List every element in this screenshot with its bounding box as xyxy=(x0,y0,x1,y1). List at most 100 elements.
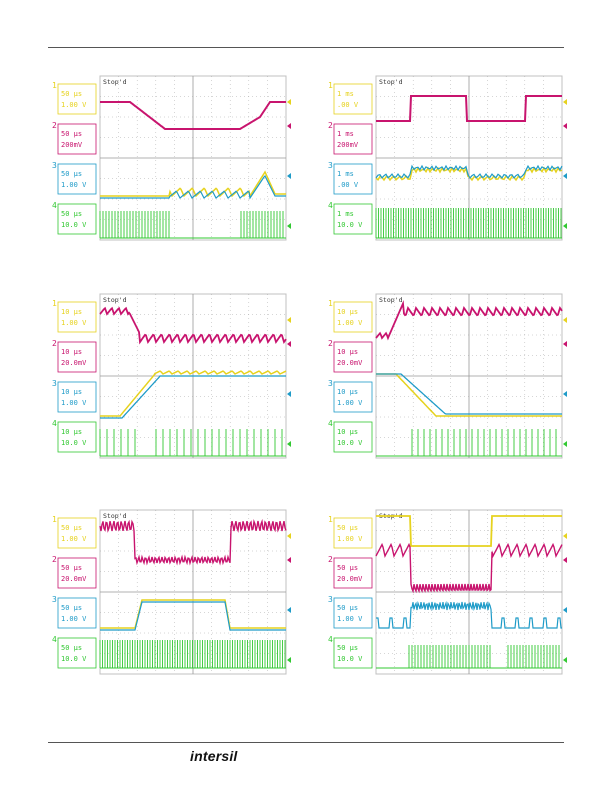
channel-marker xyxy=(287,607,291,613)
volts-per-div: 20.0mV xyxy=(337,575,363,583)
channel-number: 3 xyxy=(328,595,333,604)
volts-per-div: 1.00 V xyxy=(61,319,87,327)
channel-number: 2 xyxy=(328,339,333,348)
trace-ch1 xyxy=(100,170,286,198)
volts-per-div: 200mV xyxy=(61,141,83,149)
time-per-div: 50 µs xyxy=(61,644,82,652)
trace-ch1 xyxy=(100,370,287,417)
channel-marker xyxy=(563,173,567,179)
trace-ch2 xyxy=(376,95,562,122)
channel-4-label: 4 50 µs 10.0 V xyxy=(328,635,373,669)
channel-number: 2 xyxy=(328,121,333,130)
channel-marker xyxy=(563,99,567,105)
channel-number: 3 xyxy=(328,379,333,388)
volts-per-div: 1.00 V xyxy=(337,319,363,327)
trace-ch4 xyxy=(99,429,286,457)
scope-capture-1: 1 50 µs 1.00 V 2 50 µs 200mV 3 50 µs 1.00 V 4 50 µ… xyxy=(52,75,291,241)
channel-marker xyxy=(563,533,567,539)
channel-marker xyxy=(287,341,291,347)
channel-4-label: 4 1 ms 10.0 V xyxy=(328,201,373,235)
time-per-div: 50 µs xyxy=(61,604,82,612)
channel-4-label: 4 50 µs 10.0 V xyxy=(52,201,97,235)
waveforms xyxy=(99,306,287,457)
trace-ch1 xyxy=(376,515,562,547)
channel-4-label: 4 50 µs 10.0 V xyxy=(52,635,97,669)
trace-ch3 xyxy=(376,600,562,629)
trace-ch1 xyxy=(100,599,286,629)
channel-number: 3 xyxy=(52,161,57,170)
channel-marker xyxy=(563,441,567,447)
channel-1-label: 1 50 µs 1.00 V xyxy=(52,81,97,115)
channel-marker xyxy=(563,557,567,563)
channel-number: 1 xyxy=(328,515,333,524)
trace-ch3 xyxy=(100,375,286,419)
channel-number: 3 xyxy=(52,379,57,388)
channel-3-label: 3 50 µs 1.00 V xyxy=(328,595,373,629)
time-per-div: 50 µs xyxy=(337,564,358,572)
volts-per-div: 1.00 V xyxy=(337,615,363,623)
trace-ch2 xyxy=(375,542,563,594)
channel-number: 2 xyxy=(52,121,57,130)
channel-3-label: 3 50 µs 1.00 V xyxy=(52,161,97,195)
channel-marker xyxy=(563,391,567,397)
acquisition-status: Stop'd xyxy=(103,512,127,520)
channel-marker xyxy=(287,317,291,323)
time-per-div: 1 ms xyxy=(337,90,354,98)
volts-per-div: 10.0 V xyxy=(337,655,363,663)
volts-per-div: 1.00 V xyxy=(61,615,87,623)
channel-marker xyxy=(563,317,567,323)
acquisition-status: Stop'd xyxy=(103,296,127,304)
waveforms xyxy=(375,299,563,457)
channel-2-label: 2 1 ms 200mV xyxy=(328,121,373,155)
channel-3-label: 3 10 µs 1.00 V xyxy=(328,379,373,413)
channel-1-label: 1 10 µs 1.00 V xyxy=(52,299,97,333)
volts-per-div: 1.00 V xyxy=(337,535,363,543)
channel-marker xyxy=(287,657,291,663)
time-per-div: 10 µs xyxy=(61,388,82,396)
channel-marker xyxy=(287,391,291,397)
channel-1-label: 1 50 µs 1.00 V xyxy=(328,515,373,549)
channel-number: 1 xyxy=(52,81,57,90)
channel-marker xyxy=(563,607,567,613)
channel-2-label: 2 50 µs 20.0mV xyxy=(328,555,373,589)
channel-3-label: 3 50 µs 1.00 V xyxy=(52,595,97,629)
trace-ch4 xyxy=(375,208,562,239)
channel-2-label: 2 50 µs 200mV xyxy=(52,121,97,155)
channel-number: 2 xyxy=(52,555,57,564)
time-per-div: 10 µs xyxy=(61,348,82,356)
time-per-div: 10 µs xyxy=(337,428,358,436)
time-per-div: 1 ms xyxy=(337,170,354,178)
trace-ch3 xyxy=(376,373,562,415)
volts-per-div: 1.00 V xyxy=(61,101,87,109)
channel-number: 4 xyxy=(328,419,333,428)
volts-per-div: 1.00 V xyxy=(61,181,87,189)
time-per-div: 50 µs xyxy=(61,170,82,178)
header-rule xyxy=(48,47,564,48)
time-per-div: 50 µs xyxy=(337,604,358,612)
scope-capture-2: 1 1 ms .00 V 2 1 ms 200mV 3 1 ms .00 V 4 1 ms 10.0 … xyxy=(328,75,567,241)
time-per-div: 1 ms xyxy=(337,210,354,218)
channel-1-label: 1 1 ms .00 V xyxy=(328,81,373,115)
trace-ch4 xyxy=(99,211,286,239)
time-per-div: 50 µs xyxy=(61,524,82,532)
scope-capture-4: 1 10 µs 1.00 V 2 10 µs 20.0mV 3 10 µs 1.00 V 4 10 … xyxy=(328,293,567,459)
trace-ch1 xyxy=(376,373,562,417)
scope-capture-5: 1 50 µs 1.00 V 2 50 µs 20.0mV 3 50 µs 1.00 V 4 50 … xyxy=(52,509,291,675)
channel-3-label: 3 1 ms .00 V xyxy=(328,161,373,195)
waveforms xyxy=(375,515,563,669)
channel-marker xyxy=(287,557,291,563)
channel-4-label: 4 10 µs 10.0 V xyxy=(328,419,373,453)
channel-number: 1 xyxy=(52,299,57,308)
volts-per-div: 200mV xyxy=(337,141,359,149)
trace-ch4 xyxy=(376,429,562,457)
channel-number: 2 xyxy=(328,555,333,564)
trace-ch3 xyxy=(100,174,286,200)
channel-number: 4 xyxy=(328,635,333,644)
channel-2-label: 2 10 µs 20.0mV xyxy=(52,339,97,373)
channel-number: 3 xyxy=(328,161,333,170)
intersil-logo: intersil xyxy=(190,748,238,764)
time-per-div: 10 µs xyxy=(61,308,82,316)
footer-rule xyxy=(48,742,564,743)
channel-number: 4 xyxy=(52,201,57,210)
waveforms xyxy=(99,518,287,669)
